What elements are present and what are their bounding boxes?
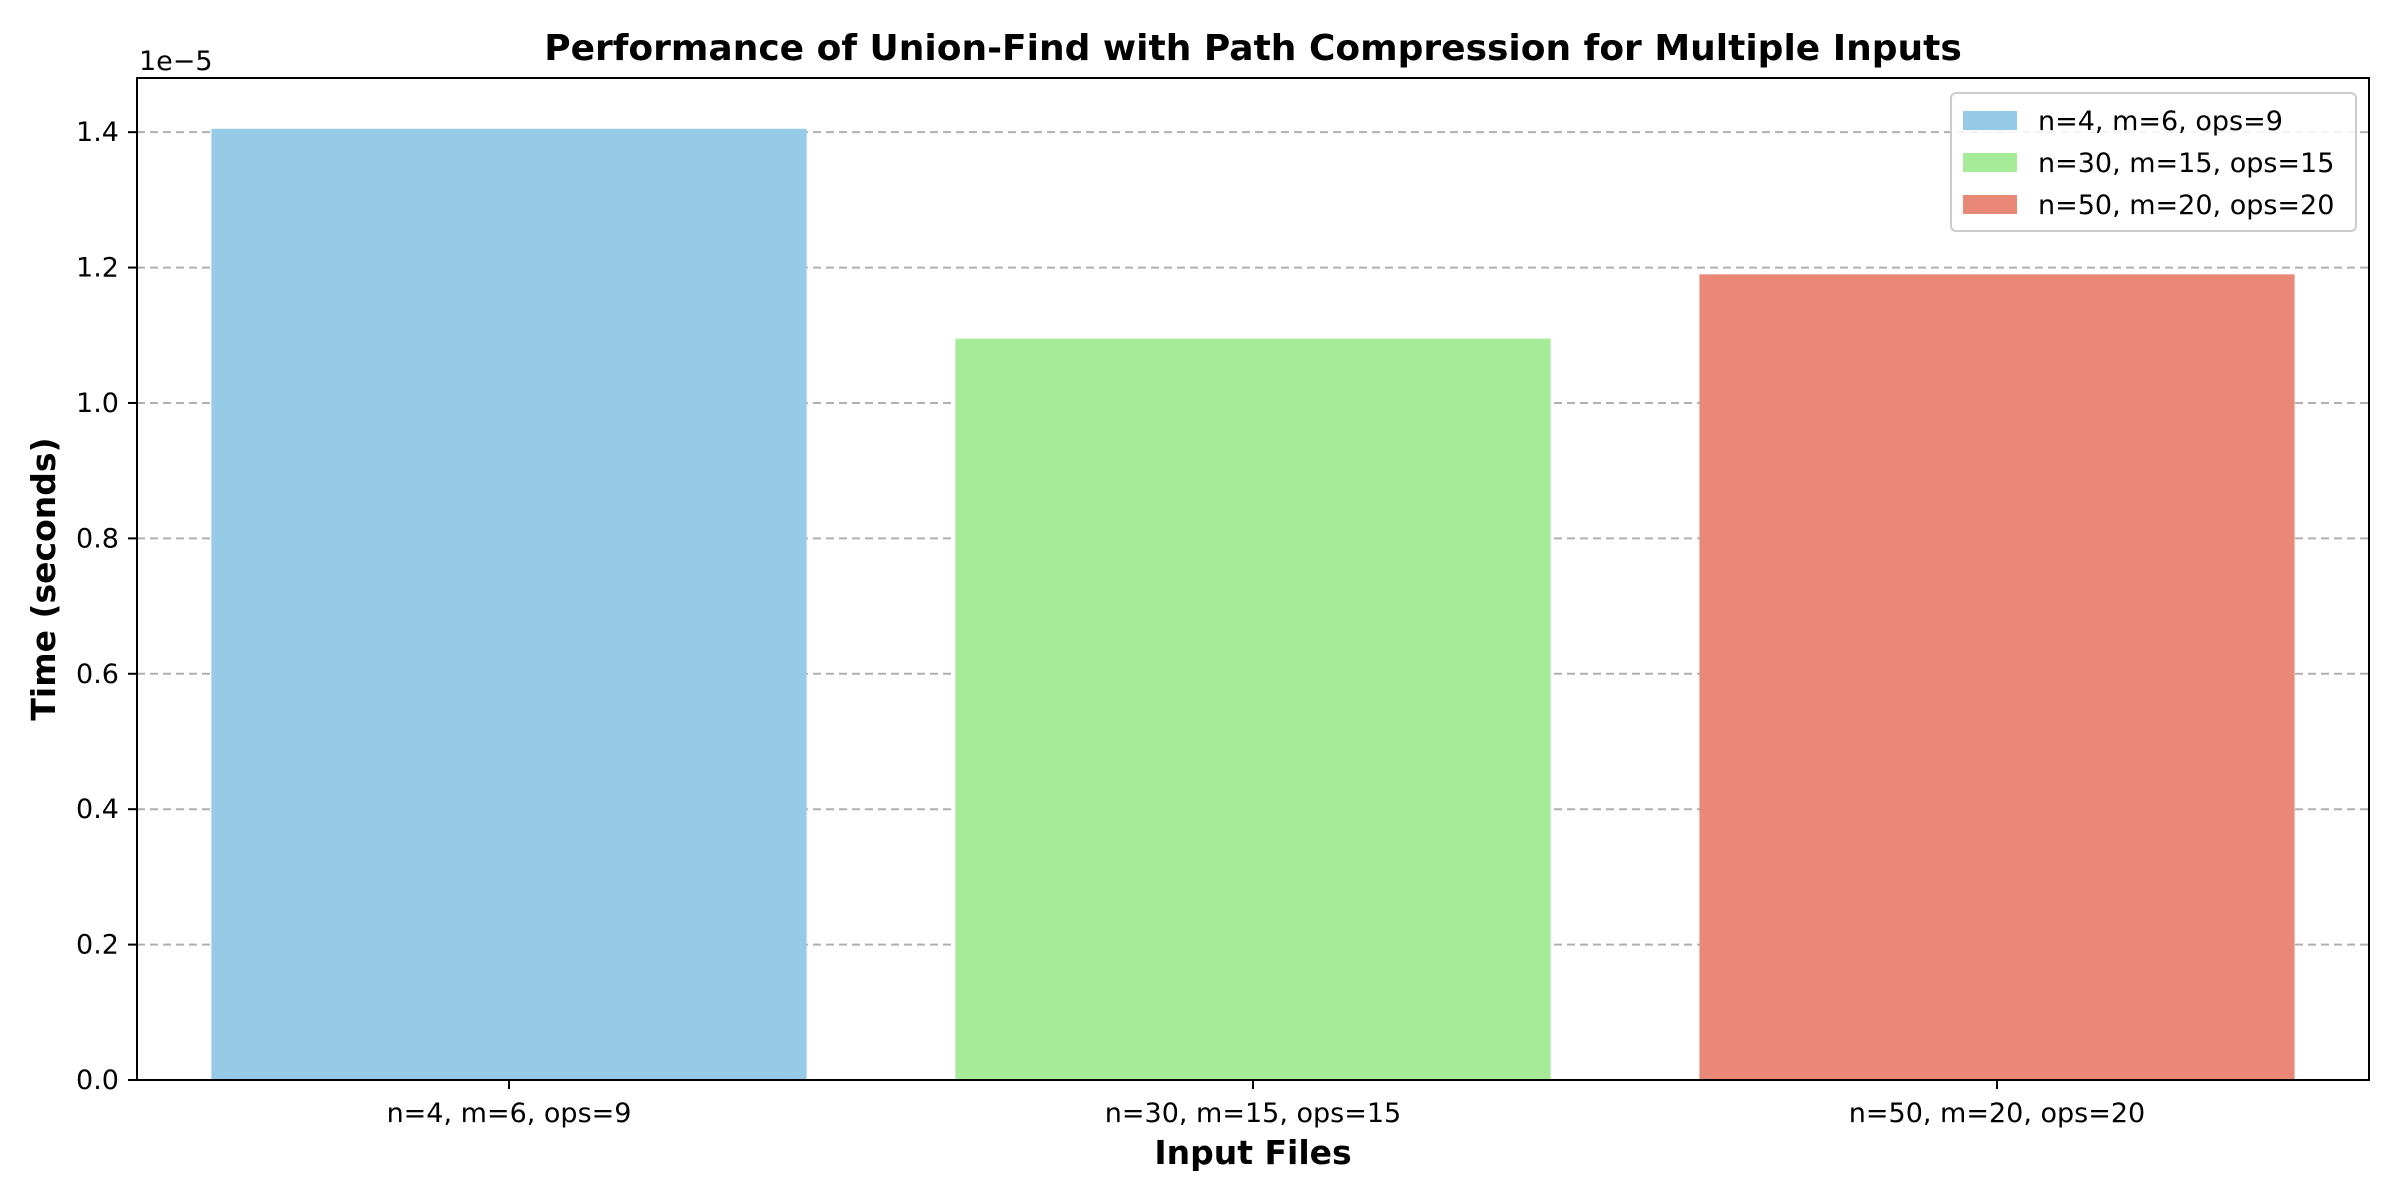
legend-swatch: [1963, 111, 2017, 130]
y-axis-ticks: 0.0 0.2 0.4 0.6 0.8 1.0 1.2 1.4: [76, 117, 137, 1096]
y-axis-label: Time (seconds): [24, 437, 63, 720]
y-tick-label: 1.4: [76, 117, 119, 148]
legend-box: [1950, 92, 2357, 232]
y-tick-label: 1.0: [76, 388, 119, 419]
legend-label: n=50, m=20, ops=20: [2038, 190, 2334, 221]
bars: [211, 128, 2295, 1080]
x-tick-label: n=30, m=15, ops=15: [1105, 1098, 1401, 1129]
bar: [955, 338, 1551, 1080]
bar: [1699, 274, 2295, 1080]
y-tick-label: 0.8: [76, 523, 119, 554]
chart-title: Performance of Union-Find with Path Comp…: [544, 28, 1962, 69]
y-tick-label: 1.2: [76, 253, 119, 284]
y-tick-label: 0.0: [76, 1065, 119, 1096]
legend-swatch: [1963, 153, 2017, 172]
x-tick-label: n=4, m=6, ops=9: [387, 1098, 632, 1129]
x-tick-label: n=50, m=20, ops=20: [1849, 1098, 2145, 1129]
y-axis-offset-label: 1e−5: [139, 46, 213, 77]
y-tick-label: 0.4: [76, 794, 119, 825]
y-tick-label: 0.6: [76, 659, 119, 690]
legend-label: n=30, m=15, ops=15: [2038, 148, 2334, 179]
y-tick-label: 0.2: [76, 930, 119, 961]
legend-label: n=4, m=6, ops=9: [2038, 106, 2283, 137]
legend: n=4, m=6, ops=9 n=30, m=15, ops=15 n=50, m…: [1950, 92, 2357, 232]
x-axis-label: Input Files: [1154, 1133, 1351, 1172]
bar: [211, 128, 807, 1080]
x-axis-ticks: n=4, m=6, ops=9 n=30, m=15, ops=15 n=50, m…: [387, 1080, 2145, 1129]
legend-swatch: [1963, 195, 2017, 214]
